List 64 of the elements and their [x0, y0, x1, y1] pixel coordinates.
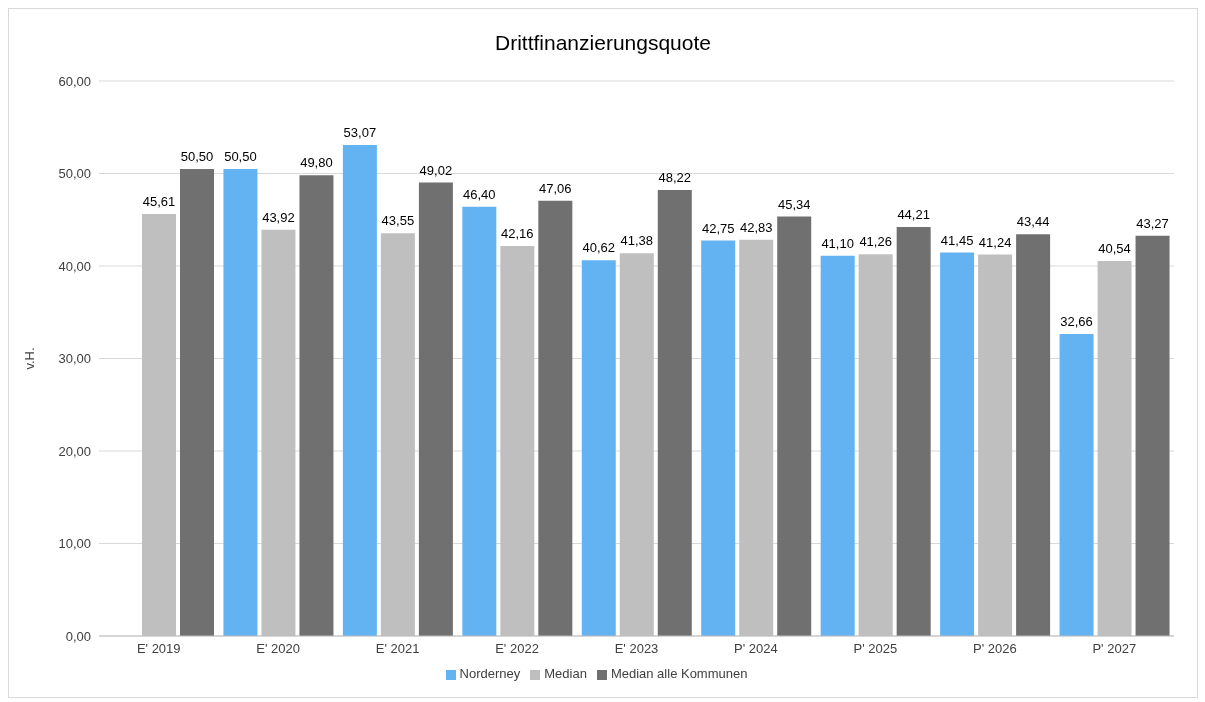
data-label: 48,22: [658, 169, 692, 185]
bar: [1135, 235, 1170, 636]
y-tick-label: 40,00: [58, 258, 91, 274]
y-axis-title: v.H.: [21, 347, 37, 370]
bar: [657, 189, 692, 636]
data-label: 40,62: [582, 240, 616, 256]
x-tick-label: P' 2026: [972, 641, 1017, 657]
bar: [581, 260, 616, 636]
bar: [896, 227, 931, 636]
data-label: 50,50: [224, 148, 257, 164]
data-label: 40,54: [1098, 241, 1131, 257]
data-label: 32,66: [1060, 313, 1093, 329]
data-label: 41,26: [859, 234, 892, 250]
chart-title: Drittfinanzierungsquote: [494, 30, 712, 56]
bar: [701, 240, 736, 636]
data-label: 43,27: [1136, 215, 1169, 231]
x-tick-label: E' 2019: [136, 641, 181, 657]
bar: [342, 145, 377, 636]
data-label: 42,16: [501, 226, 534, 242]
x-tick-label: P' 2025: [853, 641, 898, 657]
x-tick-label: P' 2024: [734, 641, 778, 657]
x-tick-label: E' 2022: [495, 641, 539, 657]
bar: [777, 216, 812, 636]
bar: [223, 168, 258, 636]
y-tick-label: 20,00: [58, 443, 91, 459]
bar: [180, 168, 214, 636]
data-label: 50,50: [180, 148, 214, 164]
x-tick-label: P' 2027: [1092, 641, 1137, 657]
bar: [1016, 234, 1051, 636]
data-label: 45,34: [777, 196, 811, 212]
data-label: 41,45: [940, 232, 974, 248]
data-label: 41,38: [620, 233, 654, 249]
legend-label: Median: [544, 666, 587, 681]
y-tick-label: 50,00: [58, 166, 91, 182]
data-label: 46,40: [463, 186, 496, 202]
data-label: 43,92: [262, 209, 295, 225]
legend-label: Norderney: [459, 666, 521, 681]
data-label: 43,44: [1016, 214, 1050, 230]
bar: [418, 182, 453, 636]
bar: [538, 200, 573, 636]
bar: [299, 175, 334, 636]
bar: [820, 255, 855, 636]
y-tick-label: 10,00: [58, 536, 91, 552]
bar: [940, 252, 975, 636]
data-label: 41,24: [978, 234, 1012, 250]
data-label: 42,83: [739, 219, 773, 235]
y-tick-label: 60,00: [58, 73, 91, 89]
data-label: 49,80: [300, 155, 333, 171]
x-tick-label: E' 2021: [375, 641, 420, 657]
bar: [1059, 333, 1094, 636]
data-label: 53,07: [343, 125, 377, 141]
data-label: 44,21: [897, 207, 930, 223]
y-tick-label: 30,00: [58, 351, 91, 367]
data-label: 41,10: [821, 235, 854, 251]
data-label: 42,75: [701, 220, 735, 236]
data-label: 45,61: [142, 194, 176, 210]
x-tick-label: E' 2020: [256, 641, 301, 657]
data-label: 43,55: [381, 213, 415, 229]
bar: [462, 206, 497, 636]
legend-label: Median alle Kommunen: [610, 666, 748, 681]
y-tick-label: 0,00: [65, 628, 91, 644]
data-label: 47,06: [539, 180, 572, 196]
x-tick-label: E' 2023: [614, 641, 659, 657]
data-label: 49,02: [419, 162, 453, 178]
